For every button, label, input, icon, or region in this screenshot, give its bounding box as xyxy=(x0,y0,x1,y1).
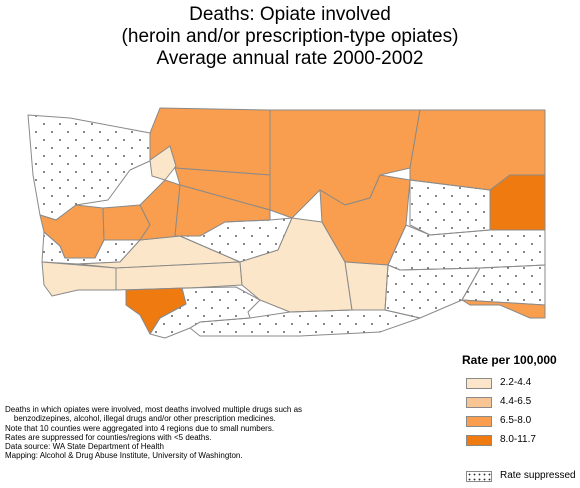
legend-label-suppressed: Rate suppressed xyxy=(500,470,576,481)
region-douglas-grant xyxy=(319,174,411,266)
legend-swatch xyxy=(466,378,492,389)
footnote-line: Mapping: Alcohol & Drug Abuse Institute,… xyxy=(5,451,243,461)
map-title: Deaths: Opiate involved (heroin and/or p… xyxy=(0,4,580,70)
region-southeast-border xyxy=(189,309,421,337)
title-line-1: Deaths: Opiate involved xyxy=(189,4,391,25)
region-clallam-jefferson xyxy=(27,114,153,221)
region-lower-columbia xyxy=(41,261,117,297)
footnote-line: benzodizepines, alcohol, illegal drugs a… xyxy=(5,414,276,424)
footnote-line: Note that 10 counties were aggregated in… xyxy=(5,423,275,433)
title-line-3: Average annual rate 2000-2002 xyxy=(156,48,424,69)
region-spokane-adams xyxy=(387,224,546,271)
region-walla-walla xyxy=(384,264,481,319)
footnote-line: Deaths in which opiates were involved, m… xyxy=(5,405,303,414)
region-asotin-columbia xyxy=(461,299,546,319)
legend-item-2-2-4-4: 2.2-4.4 xyxy=(462,376,578,392)
legend-item-4-4-6-5: 4.4-6.5 xyxy=(462,395,578,411)
legend-label: 8.0-11.7 xyxy=(500,434,536,445)
legend: Rate per 100,000 2.2-4.4 4.4-6.5 6.5-8.0… xyxy=(462,353,578,488)
footnote-line: Rates are suppressed for counties/region… xyxy=(5,432,212,442)
region-pend-oreille xyxy=(489,174,546,231)
legend-swatch xyxy=(466,416,492,427)
region-kitsap-pierce xyxy=(139,179,181,241)
region-cowlitz-south xyxy=(115,261,243,291)
footnote-line: Data source: WA State Department of Heal… xyxy=(5,442,164,452)
region-lincoln xyxy=(409,179,491,236)
legend-title: Rate per 100,000 xyxy=(462,353,557,367)
region-benton-franklin xyxy=(344,261,389,311)
legend-swatch xyxy=(466,397,492,408)
legend-item-suppressed: Rate suppressed xyxy=(462,469,578,485)
legend-item-8-0-11-7: 8.0-11.7 xyxy=(462,433,578,449)
legend-label: 6.5-8.0 xyxy=(500,415,532,426)
legend-item-6-5-8-0: 6.5-8.0 xyxy=(462,414,578,430)
title-line-2: (heroin and/or prescription-type opiates… xyxy=(121,26,459,47)
legend-label: 4.4-6.5 xyxy=(500,396,532,407)
legend-swatch xyxy=(466,435,492,446)
footnotes: Deaths in which opiates were involved, m… xyxy=(5,405,460,461)
washington-county-map xyxy=(27,107,546,339)
legend-label: 2.2-4.4 xyxy=(500,377,532,388)
